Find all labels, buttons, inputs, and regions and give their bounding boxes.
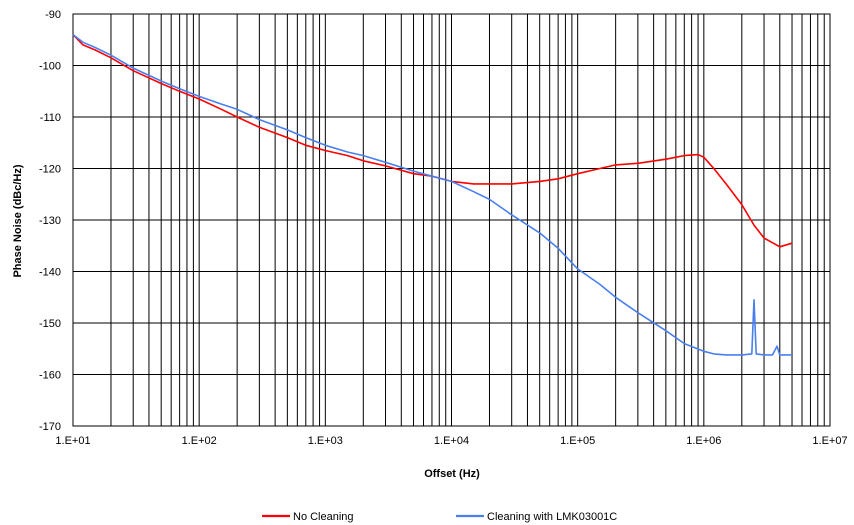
y-tick-label: -170 bbox=[39, 421, 61, 433]
plot-frame bbox=[72, 13, 831, 427]
grid bbox=[72, 13, 831, 427]
x-tick-label: 1.E+04 bbox=[434, 435, 469, 447]
series-line-cleaning-lmk03001c bbox=[72, 33, 792, 356]
legend-item-no-cleaning: No Cleaning bbox=[262, 511, 354, 523]
y-tick-label: -150 bbox=[39, 318, 61, 330]
y-tick-label: -140 bbox=[39, 267, 61, 279]
legend: No Cleaning Cleaning with LMK03001C bbox=[262, 511, 617, 523]
x-tick-label: 1.E+01 bbox=[55, 435, 90, 447]
x-tick-label: 1.E+05 bbox=[560, 435, 595, 447]
y-tick-labels: -170 -160 -150 -140 -130 -120 -110 -100 -90 bbox=[39, 9, 61, 433]
legend-label: No Cleaning bbox=[293, 511, 354, 523]
x-tick-label: 1.E+06 bbox=[686, 435, 721, 447]
plot-border bbox=[72, 13, 831, 427]
y-tick-label: -100 bbox=[39, 61, 61, 73]
x-tick-label: 1.E+03 bbox=[308, 435, 343, 447]
y-tick-label: -90 bbox=[45, 9, 61, 21]
x-tick-labels: 1.E+01 1.E+02 1.E+03 1.E+04 1.E+05 1.E+06 1.E+… bbox=[55, 435, 847, 447]
x-tick-label: 1.E+02 bbox=[182, 435, 217, 447]
y-tick-label: -130 bbox=[39, 215, 61, 227]
series-line-no-cleaning bbox=[72, 34, 793, 248]
x-axis-label: Offset (Hz) bbox=[424, 468, 480, 480]
y-axis-label: Phase Noise (dBc/Hz) bbox=[12, 164, 24, 277]
series-layer bbox=[72, 33, 793, 356]
y-tick-label: -160 bbox=[39, 370, 61, 382]
legend-label: Cleaning with LMK03001C bbox=[487, 511, 617, 523]
x-tick-label: 1.E+07 bbox=[812, 435, 847, 447]
legend-item-cleaning-lmk03001c: Cleaning with LMK03001C bbox=[456, 511, 617, 523]
y-tick-label: -120 bbox=[39, 164, 61, 176]
y-tick-label: -110 bbox=[40, 112, 61, 124]
